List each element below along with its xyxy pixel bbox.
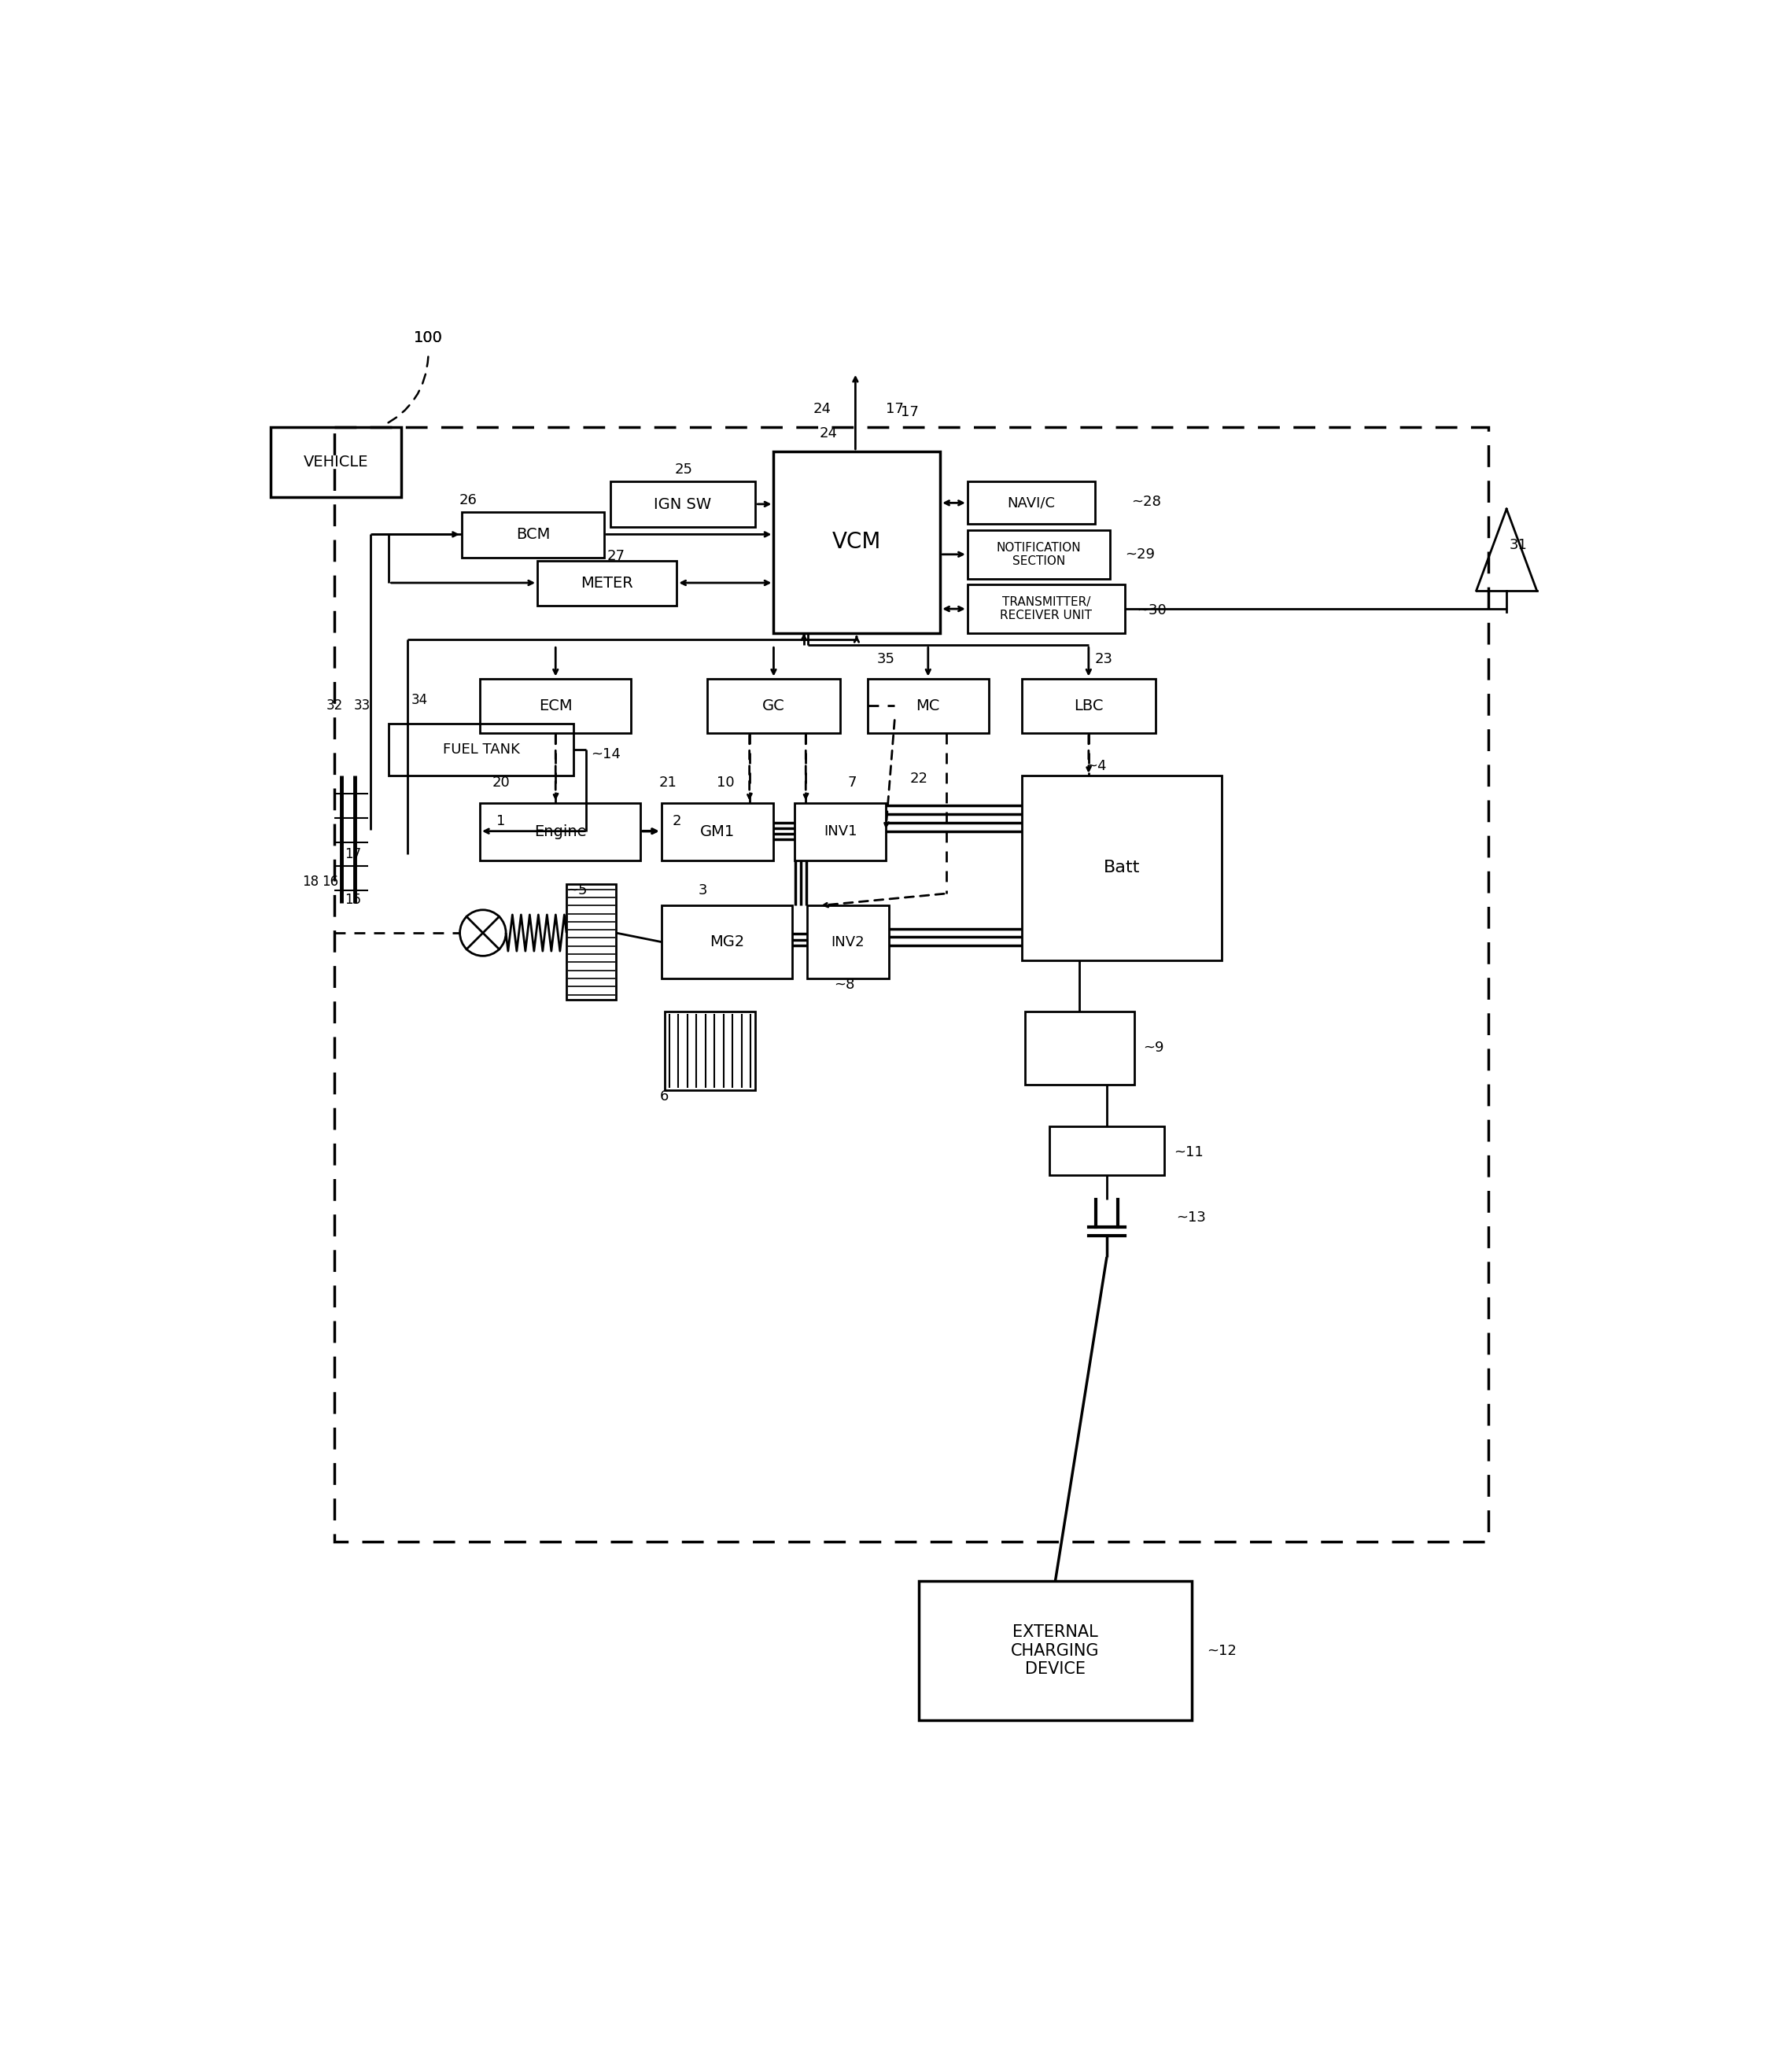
Text: 25: 25	[676, 462, 694, 476]
Text: 24: 24	[814, 402, 831, 416]
Bar	[968, 483, 1095, 524]
Text: 34: 34	[410, 692, 428, 706]
Bar	[480, 679, 631, 733]
Bar	[806, 905, 889, 978]
Bar	[335, 427, 1489, 1541]
Text: 6: 6	[659, 1089, 668, 1104]
Bar	[1021, 775, 1222, 961]
Bar	[1025, 1011, 1134, 1085]
Bar	[919, 1580, 1192, 1721]
Bar	[609, 483, 756, 528]
Text: 100: 100	[414, 331, 443, 346]
Text: Engine: Engine	[534, 824, 586, 839]
Text: 23: 23	[1095, 652, 1113, 667]
Text: GM1: GM1	[701, 824, 735, 839]
Bar	[867, 679, 989, 733]
Text: 27: 27	[607, 549, 625, 563]
Text: INV2: INV2	[831, 934, 864, 949]
Text: ~11: ~11	[1174, 1145, 1202, 1160]
Bar	[538, 561, 677, 607]
Text: 17: 17	[901, 406, 919, 418]
Text: 35: 35	[876, 652, 894, 667]
Text: 33: 33	[353, 698, 371, 712]
Text: LBC: LBC	[1073, 698, 1104, 712]
Bar	[566, 884, 616, 1000]
Text: 3: 3	[699, 884, 708, 897]
Text: 31: 31	[1509, 538, 1527, 553]
Text: ~14: ~14	[591, 748, 620, 762]
Text: IGN SW: IGN SW	[654, 497, 711, 512]
Text: ~4: ~4	[1086, 760, 1106, 772]
Bar	[661, 804, 774, 859]
Bar	[708, 679, 840, 733]
Text: VCM: VCM	[833, 532, 882, 553]
Bar	[480, 804, 640, 859]
Bar	[1050, 1127, 1165, 1174]
Text: 26: 26	[459, 493, 477, 507]
Text: EXTERNAL
CHARGING
DEVICE: EXTERNAL CHARGING DEVICE	[1011, 1624, 1100, 1678]
Text: ~28: ~28	[1131, 495, 1161, 509]
Text: ~12: ~12	[1206, 1644, 1236, 1657]
FancyArrowPatch shape	[382, 356, 428, 427]
Text: VEHICLE: VEHICLE	[303, 454, 369, 470]
Text: ~13: ~13	[1176, 1209, 1206, 1224]
Text: NOTIFICATION
SECTION: NOTIFICATION SECTION	[996, 543, 1081, 567]
Bar	[796, 804, 885, 859]
Bar	[968, 530, 1109, 578]
Text: 7: 7	[848, 777, 857, 789]
Text: Batt: Batt	[1104, 859, 1140, 876]
Text: 22: 22	[910, 770, 928, 785]
Text: INV1: INV1	[824, 824, 857, 839]
Text: GC: GC	[762, 698, 785, 712]
Text: ~8: ~8	[835, 978, 855, 992]
Text: ~9: ~9	[1143, 1042, 1165, 1054]
Text: 24: 24	[819, 427, 837, 441]
Text: 17: 17	[344, 847, 360, 862]
Text: ~29: ~29	[1125, 547, 1154, 561]
Text: 1: 1	[496, 814, 505, 828]
Text: 10: 10	[717, 777, 735, 789]
Text: 32: 32	[326, 698, 342, 712]
Text: METER: METER	[581, 576, 633, 590]
Text: ECM: ECM	[539, 698, 572, 712]
Bar	[774, 451, 941, 634]
Bar	[968, 584, 1125, 634]
Text: 20: 20	[493, 777, 511, 789]
Text: ~5: ~5	[566, 884, 588, 897]
Bar	[271, 427, 401, 497]
Text: 21: 21	[659, 777, 677, 789]
Text: 100: 100	[414, 331, 443, 346]
Bar	[661, 905, 792, 978]
Text: MG2: MG2	[710, 934, 744, 949]
Text: 2: 2	[672, 814, 681, 828]
Text: NAVI/C: NAVI/C	[1007, 495, 1055, 509]
Text: BCM: BCM	[516, 528, 550, 543]
Bar	[389, 725, 573, 775]
Text: 16: 16	[323, 874, 339, 888]
Bar	[1021, 679, 1156, 733]
Text: 15: 15	[344, 893, 360, 907]
Bar	[665, 1011, 756, 1089]
Text: MC: MC	[916, 698, 941, 712]
Bar	[462, 512, 604, 557]
Text: ~30: ~30	[1138, 603, 1167, 617]
Text: TRANSMITTER/
RECEIVER UNIT: TRANSMITTER/ RECEIVER UNIT	[1000, 596, 1093, 621]
Text: FUEL TANK: FUEL TANK	[443, 743, 520, 756]
Text: 17: 17	[885, 402, 903, 416]
Text: 18: 18	[301, 874, 319, 888]
